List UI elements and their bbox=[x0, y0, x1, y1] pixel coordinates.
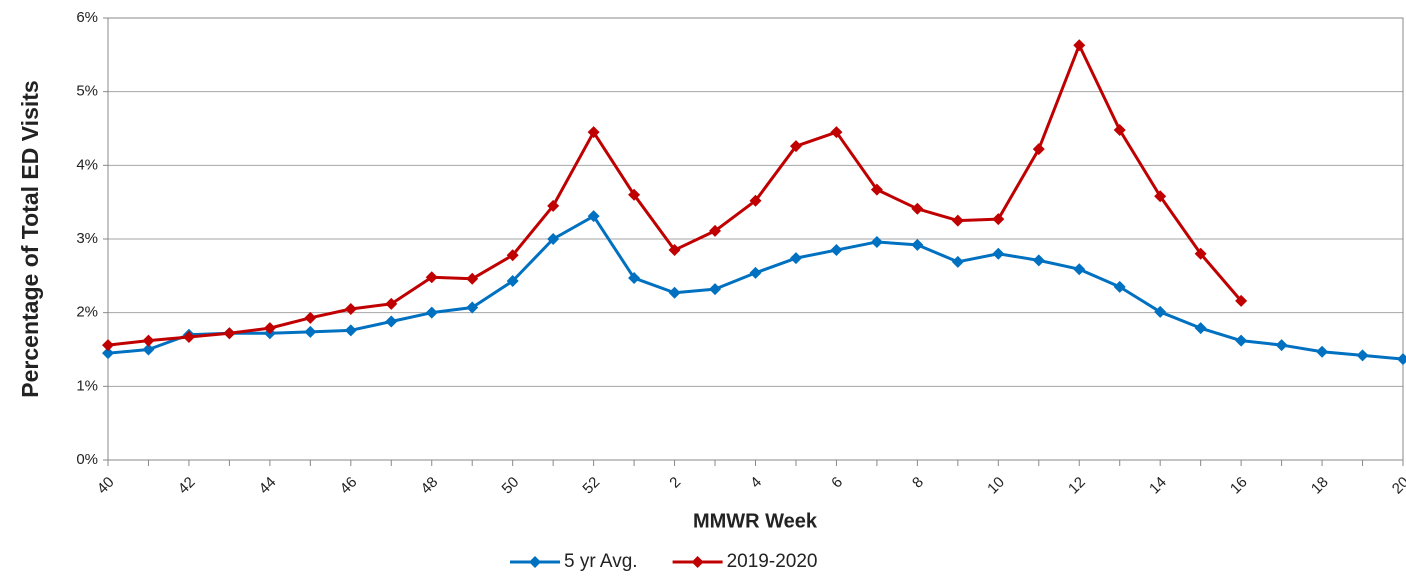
data-point bbox=[1194, 247, 1207, 260]
data-point bbox=[425, 271, 438, 284]
x-tick-label: 8 bbox=[909, 474, 927, 492]
x-tick-label: 40 bbox=[94, 474, 118, 498]
legend-marker bbox=[529, 556, 541, 568]
data-point bbox=[668, 244, 681, 257]
data-point bbox=[1154, 190, 1167, 203]
data-point bbox=[1113, 280, 1126, 293]
data-point bbox=[749, 266, 762, 279]
data-point bbox=[870, 183, 883, 196]
data-point bbox=[385, 297, 398, 310]
data-point bbox=[709, 224, 722, 237]
data-point bbox=[1073, 39, 1086, 52]
data-point bbox=[1235, 334, 1248, 347]
legend-label: 5 yr Avg. bbox=[564, 551, 638, 572]
data-point bbox=[1316, 345, 1329, 358]
data-point bbox=[870, 235, 883, 248]
data-point bbox=[1032, 254, 1045, 267]
x-tick-label: 16 bbox=[1227, 474, 1251, 498]
y-tick-label: 5% bbox=[76, 83, 98, 100]
x-tick-label: 42 bbox=[175, 474, 199, 498]
data-point bbox=[1235, 294, 1248, 307]
x-tick-label: 12 bbox=[1065, 474, 1089, 498]
data-point bbox=[223, 327, 236, 340]
data-point bbox=[992, 247, 1005, 260]
data-point bbox=[1397, 353, 1406, 366]
data-point bbox=[385, 315, 398, 328]
data-point bbox=[142, 343, 155, 356]
x-tick-label: 20 bbox=[1389, 474, 1406, 498]
data-point bbox=[506, 249, 519, 262]
data-point bbox=[425, 306, 438, 319]
data-point bbox=[951, 255, 964, 268]
data-point bbox=[709, 283, 722, 296]
x-tick-label: 6 bbox=[828, 474, 846, 492]
legend-marker bbox=[691, 556, 704, 568]
data-point bbox=[142, 334, 155, 347]
data-point bbox=[547, 233, 560, 245]
y-tick-label: 1% bbox=[76, 377, 98, 394]
data-point bbox=[911, 202, 924, 215]
x-tick-label: 14 bbox=[1146, 474, 1170, 498]
x-tick-label: 2 bbox=[666, 474, 684, 492]
data-point bbox=[587, 210, 600, 223]
legend-label: 2019-2020 bbox=[727, 551, 818, 572]
data-point bbox=[1356, 349, 1369, 362]
y-tick-label: 3% bbox=[76, 230, 98, 247]
data-point bbox=[102, 347, 114, 360]
data-point bbox=[668, 286, 681, 299]
x-tick-label: 18 bbox=[1308, 474, 1332, 498]
y-axis-title: Percentage of Total ED Visits bbox=[17, 80, 43, 397]
data-point bbox=[344, 302, 357, 315]
data-point bbox=[1113, 123, 1126, 136]
y-tick-label: 4% bbox=[76, 156, 98, 173]
x-tick-label: 10 bbox=[984, 474, 1008, 498]
data-point bbox=[789, 252, 802, 265]
data-point bbox=[263, 322, 276, 335]
y-tick-label: 6% bbox=[76, 9, 98, 26]
data-point bbox=[1032, 143, 1045, 156]
x-tick-label: 4 bbox=[747, 474, 765, 492]
x-tick-label: 44 bbox=[256, 474, 280, 498]
data-point bbox=[1073, 263, 1086, 276]
x-tick-label: 50 bbox=[499, 474, 523, 498]
data-point bbox=[506, 274, 519, 287]
data-point bbox=[102, 339, 114, 352]
series-line bbox=[107, 214, 1404, 361]
data-point bbox=[466, 272, 479, 285]
data-point bbox=[830, 244, 843, 257]
data-point bbox=[547, 199, 560, 212]
data-point bbox=[466, 301, 479, 314]
data-point bbox=[628, 272, 641, 285]
data-point bbox=[1275, 339, 1288, 352]
data-point bbox=[830, 126, 843, 139]
x-tick-label: 52 bbox=[579, 474, 603, 498]
y-tick-label: 2% bbox=[76, 304, 98, 321]
x-axis-title: MMWR Week bbox=[693, 510, 818, 532]
data-point bbox=[304, 311, 317, 324]
data-point bbox=[1194, 322, 1207, 335]
data-point bbox=[182, 330, 195, 343]
data-point bbox=[628, 188, 641, 201]
y-tick-label: 0% bbox=[76, 451, 98, 468]
data-point bbox=[304, 325, 317, 338]
data-point bbox=[911, 238, 924, 251]
data-point bbox=[587, 126, 600, 139]
data-point bbox=[789, 140, 802, 153]
data-point bbox=[1154, 305, 1167, 318]
data-point bbox=[951, 214, 964, 227]
x-tick-label: 46 bbox=[337, 474, 361, 498]
series-line bbox=[107, 43, 1243, 347]
x-tick-label: 48 bbox=[418, 474, 442, 498]
data-point bbox=[344, 324, 357, 337]
data-point bbox=[992, 213, 1005, 226]
data-point bbox=[749, 194, 762, 207]
